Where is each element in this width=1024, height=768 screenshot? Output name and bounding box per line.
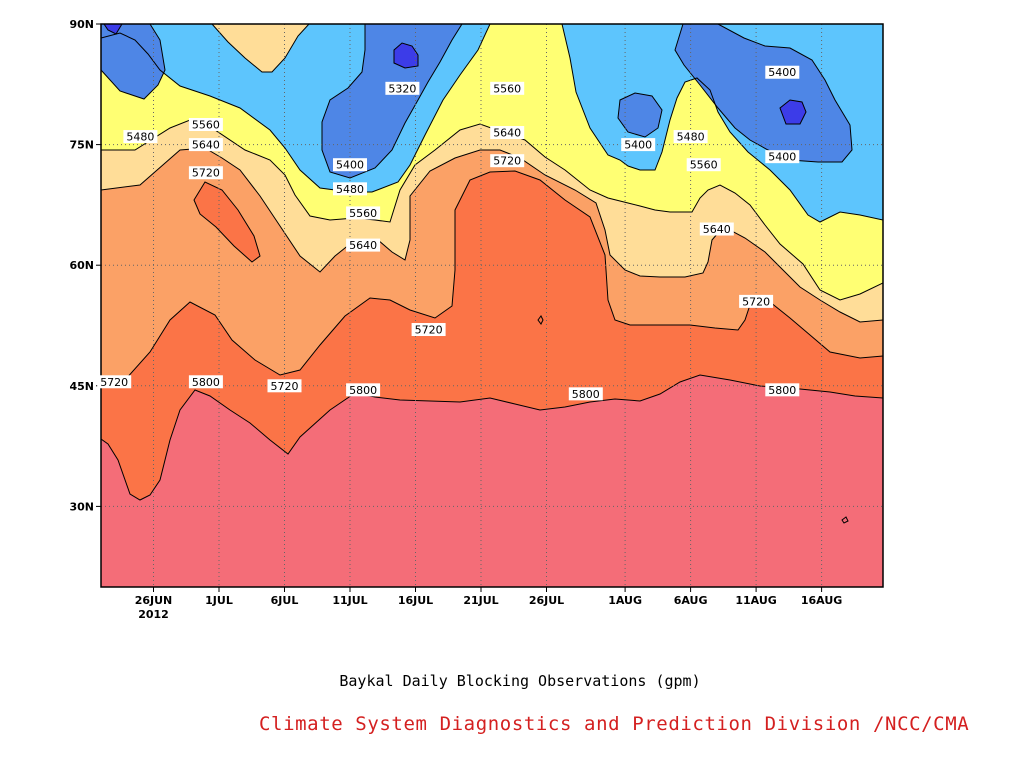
contour-label: 5400 (765, 150, 800, 164)
svg-text:5800: 5800 (572, 388, 600, 401)
contour-label: 5640 (699, 222, 734, 236)
x-tick-label: 16AUG (801, 594, 842, 607)
svg-text:5800: 5800 (349, 384, 377, 397)
figure-caption: Baykal Daily Blocking Observations (gpm) (339, 672, 701, 690)
contour-5800 (101, 374, 883, 501)
contour-small-a (537, 315, 544, 325)
svg-text:5640: 5640 (703, 223, 731, 236)
svg-text:5400: 5400 (768, 66, 796, 79)
svg-text:5720: 5720 (742, 295, 770, 308)
contour-5400-d (674, 24, 853, 163)
contour-5400-b (321, 24, 463, 179)
svg-text:5560: 5560 (690, 159, 718, 172)
contour-label: 5720 (97, 375, 132, 389)
x-tick-label: 6AUG (674, 594, 708, 607)
svg-text:5560: 5560 (349, 207, 377, 220)
y-tick-label: 45N (69, 380, 94, 393)
contour-5720 (101, 170, 883, 383)
contour-label: 5800 (188, 375, 223, 389)
contour-5480-b (561, 24, 883, 223)
svg-text:5400: 5400 (336, 159, 364, 172)
contour-label: 5480 (673, 130, 708, 144)
contour-label: 5720 (267, 379, 302, 393)
contour-label: 5480 (123, 130, 158, 144)
contour-label: 5560 (188, 118, 223, 132)
contour-label: 5400 (765, 65, 800, 79)
svg-text:5720: 5720 (271, 380, 299, 393)
svg-text:5640: 5640 (493, 127, 521, 140)
x-year-label: 2012 (138, 608, 169, 621)
contour-5320-c (779, 99, 807, 125)
band-5320-5400-c (618, 93, 662, 137)
contour-label: 5560 (686, 158, 721, 172)
contour-5800-island (193, 181, 261, 263)
svg-text:5560: 5560 (192, 119, 220, 132)
y-tick-label: 75N (69, 139, 94, 152)
band-below-5320-c (780, 100, 806, 124)
contour-label: 5640 (490, 126, 525, 140)
credit-line: Climate System Diagnostics and Predictio… (259, 713, 970, 735)
x-tick-label: 26JUN (135, 594, 173, 607)
svg-text:5480: 5480 (126, 131, 154, 144)
contour-label: 5640 (346, 238, 381, 252)
contour-5320-a (103, 24, 123, 35)
band-below-5320-b (394, 43, 418, 68)
contour-label: 5720 (411, 323, 446, 337)
svg-text:5800: 5800 (768, 384, 796, 397)
contour-5640 (101, 147, 883, 323)
contour-5320-b (393, 42, 419, 69)
contour-label: 5560 (490, 81, 525, 95)
contour-small-b (841, 516, 849, 524)
contour-label: 5400 (621, 138, 656, 152)
band-5720-5800-island (194, 182, 260, 262)
x-tick-label: 16JUL (398, 594, 433, 607)
contour-5560 (101, 119, 883, 301)
svg-text:5480: 5480 (677, 131, 705, 144)
contour-label: 5800 (346, 383, 381, 397)
svg-text:5720: 5720 (100, 376, 128, 389)
x-tick-label: 21JUL (463, 594, 498, 607)
x-tick-label: 6JUL (271, 594, 299, 607)
svg-text:5640: 5640 (192, 139, 220, 152)
contour-5400-a (101, 24, 166, 100)
y-tick-label: 90N (69, 18, 94, 31)
svg-text:5560: 5560 (493, 82, 521, 95)
contour-label: 5720 (739, 294, 774, 308)
contour-5480 (101, 24, 491, 193)
plot-frame (100, 23, 884, 588)
band-5320-5400-a (101, 24, 165, 99)
contour-label: 5720 (490, 154, 525, 168)
svg-text:5480: 5480 (336, 183, 364, 196)
x-tick-label: 26JUL (529, 594, 564, 607)
band-5320-5400-d (675, 24, 852, 162)
svg-text:5400: 5400 (624, 139, 652, 152)
svg-text:5720: 5720 (415, 324, 443, 337)
contour-label: 5320 (385, 81, 420, 95)
contour-label: 5720 (188, 166, 223, 180)
contour-label: 5800 (765, 383, 800, 397)
svg-text:5400: 5400 (768, 151, 796, 164)
band-5400-5480 (101, 24, 883, 222)
y-tick-label: 30N (69, 500, 94, 513)
contour-5400-c (617, 92, 663, 138)
contour-label: 5480 (333, 182, 367, 196)
contour-5560-top (211, 24, 310, 73)
svg-text:5320: 5320 (388, 82, 416, 95)
svg-text:5720: 5720 (493, 155, 521, 168)
svg-text:5720: 5720 (192, 167, 220, 180)
band-5320-5400-b (322, 24, 462, 178)
contour-label: 5400 (333, 158, 367, 172)
contour-label: 5640 (188, 138, 223, 152)
x-tick-label: 1JUL (205, 594, 233, 607)
contour-label: 5800 (568, 387, 603, 401)
contour-label: 5560 (346, 206, 381, 220)
x-tick-label: 11AUG (735, 594, 776, 607)
x-tick-label: 1AUG (608, 594, 642, 607)
svg-text:5640: 5640 (349, 239, 377, 252)
y-tick-label: 60N (69, 259, 94, 272)
x-tick-label: 11JUL (332, 594, 367, 607)
svg-text:5800: 5800 (192, 376, 220, 389)
